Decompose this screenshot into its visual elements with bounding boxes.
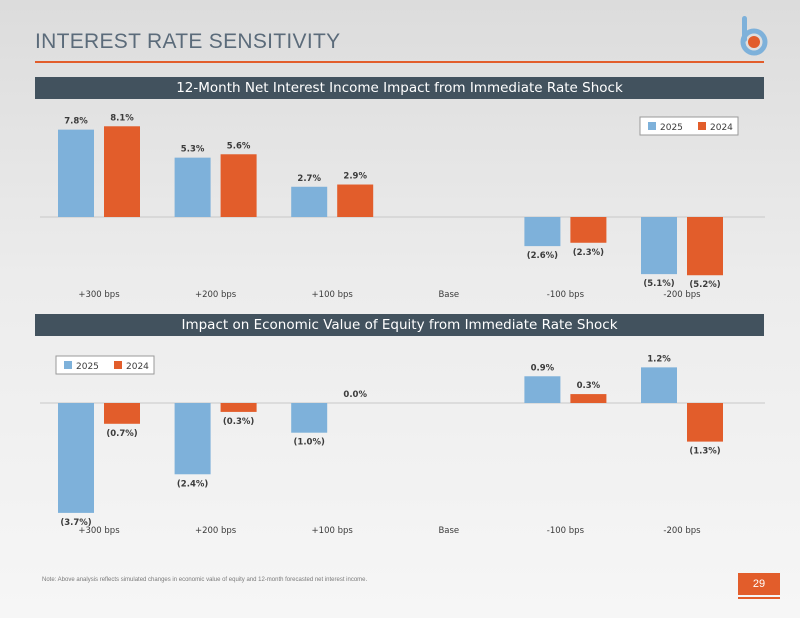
bar-2025-1 bbox=[174, 157, 211, 217]
legend-label-2024: 2024 bbox=[126, 362, 149, 372]
bar-2025-2 bbox=[291, 186, 328, 217]
company-logo-icon bbox=[740, 16, 768, 56]
bar-2024-1 bbox=[220, 154, 257, 217]
bar-2025-4 bbox=[524, 376, 561, 403]
nii-bar-chart: 7.8% 8.1% +300 bps 5.3% 5.6% +200 bps 2.7% 2.9%… bbox=[40, 113, 765, 300]
category-label-2: +100 bps bbox=[312, 526, 354, 536]
chart-legend: 2025 2024 bbox=[639, 116, 739, 136]
chart-title-eve: Impact on Economic Value of Equity from … bbox=[35, 314, 764, 336]
legend-label-2025: 2025 bbox=[76, 362, 99, 372]
bar-2025-5 bbox=[641, 367, 677, 403]
bar-2024-4 bbox=[570, 394, 607, 403]
legend-label-2024: 2024 bbox=[710, 123, 733, 133]
data-label-2024-5: (5.2%) bbox=[689, 280, 720, 290]
data-label-2025-0: (3.7%) bbox=[60, 518, 91, 528]
bar-2024-2 bbox=[337, 184, 374, 217]
footnote: Note: Above analysis reflects simulated … bbox=[42, 577, 368, 583]
legend-swatch-2024 bbox=[114, 361, 122, 369]
data-label-2024-0: (0.7%) bbox=[106, 429, 137, 439]
legend-swatch-2025 bbox=[64, 361, 72, 369]
bar-2025-4 bbox=[524, 217, 561, 247]
bar-2024-1 bbox=[220, 403, 257, 412]
bar-2024-0 bbox=[104, 403, 140, 424]
category-label-0: +300 bps bbox=[78, 526, 120, 536]
data-label-2024-2: 2.9% bbox=[343, 172, 367, 182]
data-label-2024-1: 5.6% bbox=[227, 141, 251, 151]
category-label-0: +300 bps bbox=[78, 290, 120, 300]
chart-title-nii: 12-Month Net Interest Income Impact from… bbox=[35, 77, 764, 99]
bar-2025-1 bbox=[174, 403, 211, 475]
legend-swatch-2024 bbox=[698, 122, 706, 130]
page-number-underline bbox=[738, 597, 780, 599]
data-label-2025-1: (2.4%) bbox=[177, 479, 208, 489]
data-label-2024-4: 0.3% bbox=[577, 381, 601, 391]
category-label-1: +200 bps bbox=[195, 526, 237, 536]
data-label-2025-2: 2.7% bbox=[297, 174, 321, 184]
bar-2025-2 bbox=[291, 403, 328, 433]
legend-swatch-2025 bbox=[648, 122, 656, 130]
category-label-3: Base bbox=[438, 290, 459, 300]
category-label-1: +200 bps bbox=[195, 290, 237, 300]
page-number: 29 bbox=[738, 573, 780, 595]
data-label-2024-5: (1.3%) bbox=[689, 447, 720, 457]
bar-2025-5 bbox=[641, 217, 677, 275]
bar-2024-4 bbox=[570, 217, 607, 243]
bar-2025-0 bbox=[58, 403, 94, 513]
data-label-2025-4: (2.6%) bbox=[527, 251, 558, 261]
data-label-2025-5: (5.1%) bbox=[643, 279, 674, 289]
eve-bar-chart: (3.7%) (0.7%) +300 bps (2.4%) (0.3%) +200 bps… bbox=[40, 354, 765, 536]
data-label-2025-0: 7.8% bbox=[64, 117, 88, 127]
data-label-2024-0: 8.1% bbox=[110, 113, 134, 123]
legend-label-2025: 2025 bbox=[660, 123, 683, 133]
legend-box bbox=[55, 355, 155, 375]
category-label-4: -100 bps bbox=[547, 526, 585, 536]
bar-2024-5 bbox=[687, 217, 723, 276]
data-label-2025-5: 1.2% bbox=[647, 354, 671, 364]
data-label-2024-1: (0.3%) bbox=[223, 417, 254, 427]
category-label-5: -200 bps bbox=[663, 290, 701, 300]
bar-2024-0 bbox=[104, 126, 140, 217]
data-label-2025-1: 5.3% bbox=[181, 145, 205, 155]
category-label-4: -100 bps bbox=[547, 290, 585, 300]
data-label-2025-4: 0.9% bbox=[531, 363, 555, 373]
data-label-2024-4: (2.3%) bbox=[573, 248, 604, 258]
data-label-2024-2: 0.0% bbox=[343, 390, 367, 400]
chart-legend: 2025 2024 bbox=[55, 355, 155, 375]
data-label-2025-2: (1.0%) bbox=[294, 438, 325, 448]
page-title: INTEREST RATE SENSITIVITY bbox=[35, 30, 341, 53]
legend-box bbox=[639, 116, 739, 136]
bar-2024-5 bbox=[687, 403, 723, 442]
title-divider bbox=[35, 61, 764, 63]
category-label-3: Base bbox=[438, 526, 459, 536]
category-label-2: +100 bps bbox=[312, 290, 354, 300]
category-label-5: -200 bps bbox=[663, 526, 701, 536]
bar-2025-0 bbox=[58, 129, 94, 217]
